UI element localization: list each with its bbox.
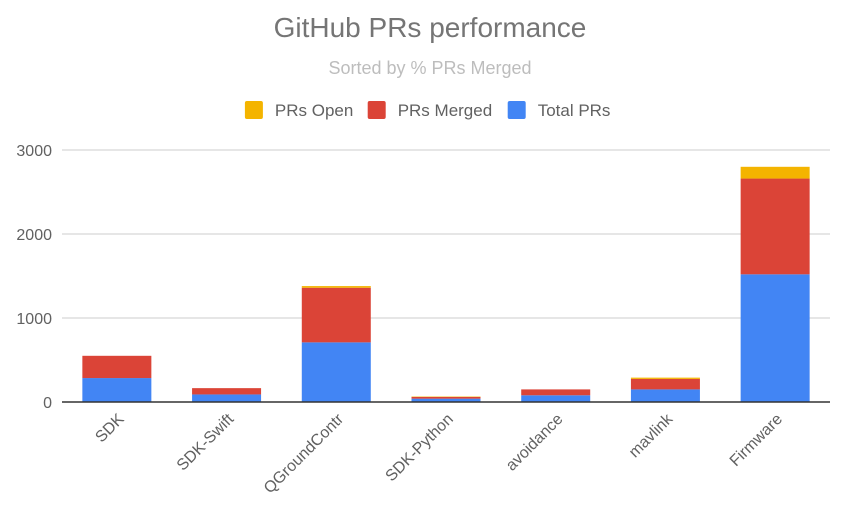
bar-total-prs-sdk-swift: [192, 394, 261, 402]
bar-prs-merged-avoidance: [521, 389, 590, 395]
x-tick-label-firmware: Firmware: [727, 411, 786, 470]
legend-swatch-total-prs: [508, 101, 526, 119]
chart-subtitle: Sorted by % PRs Merged: [328, 58, 531, 78]
x-tick-label-qgroundcontr: QGroundContr: [261, 410, 348, 497]
y-tick-label-0: 0: [43, 395, 52, 412]
legend-label-total-prs: Total PRs: [538, 101, 611, 120]
bar-total-prs-firmware: [741, 274, 810, 402]
legend-swatch-prs-merged: [368, 101, 386, 119]
y-axis: 0 1000 2000 3000: [16, 143, 52, 412]
y-tick-label-1000: 1000: [16, 311, 52, 328]
bar-prs-open-firmware: [741, 167, 810, 179]
y-tick-label-3000: 3000: [16, 143, 52, 160]
bar-total-prs-qgroundcontr: [302, 342, 371, 402]
chart-title: GitHub PRs performance: [274, 12, 587, 43]
bars: [82, 167, 809, 402]
bar-prs-merged-sdk-python: [412, 397, 481, 399]
gridlines: [62, 150, 830, 318]
bar-total-prs-mavlink: [631, 389, 700, 402]
legend: PRs Open PRs Merged Total PRs: [245, 101, 611, 120]
x-tick-label-sdk-python: SDK-Python: [383, 411, 457, 485]
x-axis: SDK SDK-Swift QGroundContr SDK-Python avoida…: [62, 402, 830, 497]
y-tick-label-2000: 2000: [16, 227, 52, 244]
x-tick-label-mavlink: mavlink: [626, 410, 677, 461]
legend-item-prs-merged: PRs Merged: [368, 101, 492, 120]
legend-item-prs-open: PRs Open: [245, 101, 353, 120]
x-tick-label-sdk: SDK: [92, 411, 128, 447]
legend-label-prs-merged: PRs Merged: [398, 101, 492, 120]
bar-prs-merged-mavlink: [631, 379, 700, 390]
x-tick-label-sdk-swift: SDK-Swift: [174, 410, 238, 474]
legend-item-total-prs: Total PRs: [508, 101, 611, 120]
legend-swatch-prs-open: [245, 101, 263, 119]
x-tick-label-avoidance: avoidance: [503, 411, 567, 475]
bar-total-prs-sdk: [82, 378, 151, 402]
bar-prs-merged-qgroundcontr: [302, 288, 371, 343]
bar-prs-merged-sdk-swift: [192, 388, 261, 394]
legend-label-prs-open: PRs Open: [275, 101, 353, 120]
bar-prs-merged-firmware: [741, 179, 810, 275]
bar-prs-merged-sdk: [82, 356, 151, 378]
bar-total-prs-avoidance: [521, 395, 590, 402]
bar-prs-open-qgroundcontr: [302, 286, 371, 288]
bar-prs-open-mavlink: [631, 378, 700, 379]
